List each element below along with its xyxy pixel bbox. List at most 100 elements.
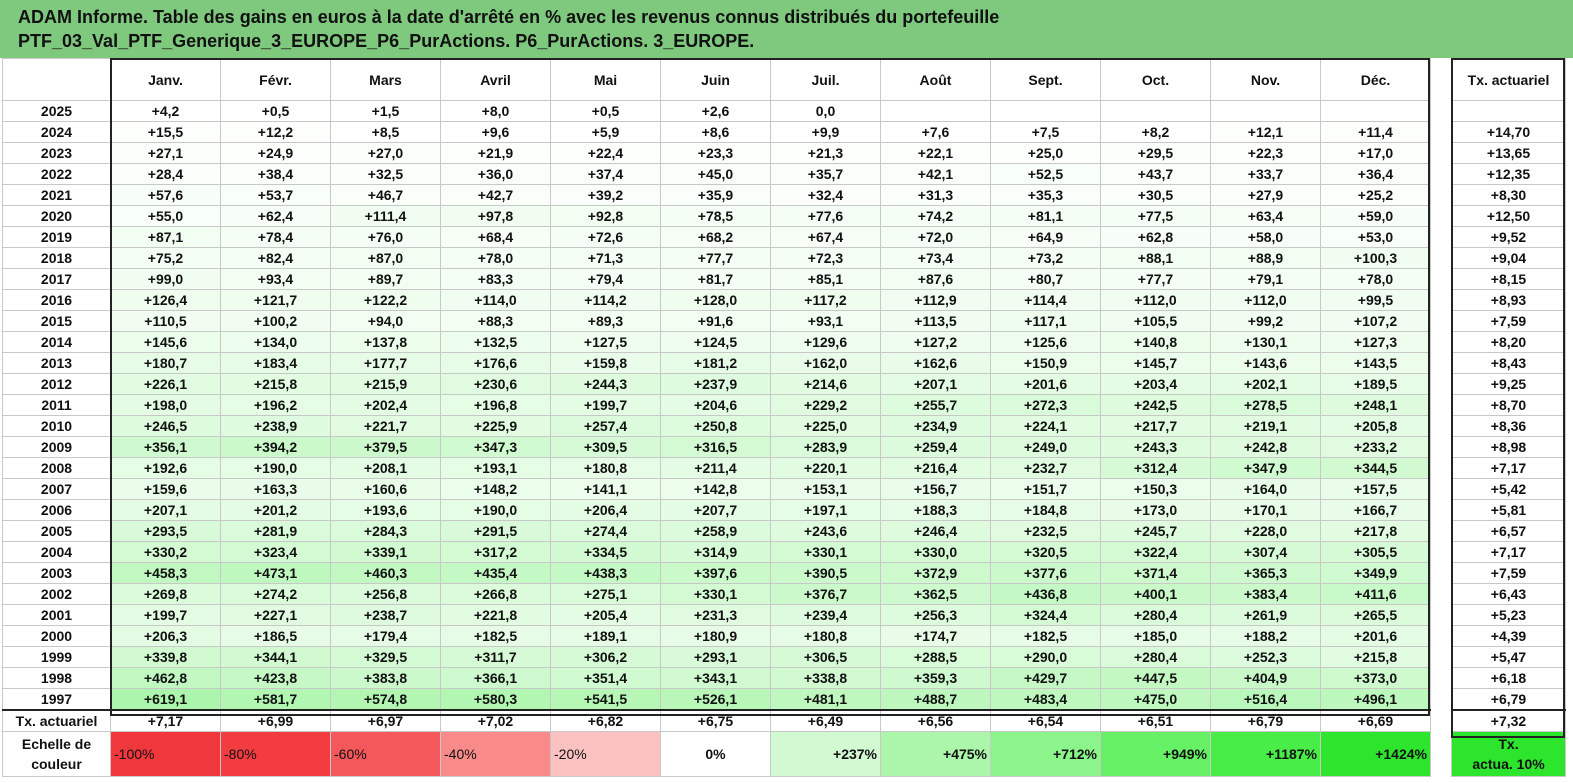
actuarial-cell: +5,23 — [1451, 604, 1566, 626]
report-title: ADAM Informe. Table des gains en euros à… — [0, 0, 1573, 58]
gain-cell: +32,5 — [330, 163, 441, 185]
gain-cell: +307,4 — [1210, 541, 1321, 563]
gain-cell: +347,3 — [440, 436, 551, 458]
totals-cell: +6,51 — [1100, 709, 1211, 732]
gain-cell: +64,9 — [990, 226, 1101, 248]
gain-cell: +33,7 — [1210, 163, 1321, 185]
gain-cell: +216,4 — [880, 457, 991, 479]
actuarial-cell: +7,59 — [1451, 562, 1566, 584]
gain-cell: +52,5 — [990, 163, 1101, 185]
actuarial-cell: +6,79 — [1451, 688, 1566, 711]
gain-cell: +458,3 — [110, 562, 221, 584]
gain-cell: +219,1 — [1210, 415, 1321, 437]
actuarial-header-row: Tx. actuariel — [1451, 58, 1566, 101]
gain-cell: +259,4 — [880, 436, 991, 458]
table-row: 2022 +28,4 +38,4 +32,5 +36,0 +37,4 +45,0 +35,7 +… — [2, 163, 1431, 185]
color-scale-cell: -80% — [220, 731, 331, 777]
gain-cell: +137,8 — [330, 331, 441, 353]
gain-cell: +376,7 — [770, 583, 881, 605]
gain-cell: +105,5 — [1100, 310, 1211, 332]
gain-cell: +230,6 — [440, 373, 551, 395]
table-row: 1997 +619,1 +581,7 +574,8 +580,3 +541,5 +526,1… — [2, 688, 1431, 711]
totals-cell: +6,49 — [770, 709, 881, 732]
gain-cell: +261,9 — [1210, 604, 1321, 626]
gain-cell: +306,5 — [770, 646, 881, 668]
gain-cell: +62,4 — [220, 205, 331, 227]
gain-cell: +278,5 — [1210, 394, 1321, 416]
gain-cell: +180,7 — [110, 352, 221, 374]
gain-cell: +201,2 — [220, 499, 331, 521]
gain-cell: +25,0 — [990, 142, 1101, 164]
gain-cell: +89,7 — [330, 268, 441, 290]
gain-cell: +343,1 — [660, 667, 771, 689]
gain-cell: +238,7 — [330, 604, 441, 626]
year-label: 2019 — [2, 226, 111, 248]
actuarial-cell: +12,50 — [1451, 205, 1566, 227]
gain-cell — [1320, 100, 1431, 122]
gain-cell: +42,1 — [880, 163, 991, 185]
gain-cell: +190,0 — [220, 457, 331, 479]
gain-cell: +125,6 — [990, 331, 1101, 353]
totals-cell: +6,97 — [330, 709, 441, 732]
gain-cell: +173,0 — [1100, 499, 1211, 521]
totals-cell: +6,54 — [990, 709, 1101, 732]
gain-cell: +30,5 — [1100, 184, 1211, 206]
gain-cell: +28,4 — [110, 163, 221, 185]
year-label: 2018 — [2, 247, 111, 269]
gain-cell: +1,5 — [330, 100, 441, 122]
gain-cell: +77,5 — [1100, 205, 1211, 227]
gain-cell: +31,3 — [880, 184, 991, 206]
year-label: 2006 — [2, 499, 111, 521]
gain-cell: +199,7 — [110, 604, 221, 626]
gain-cell: +272,3 — [990, 394, 1101, 416]
gain-cell: +189,1 — [550, 625, 661, 647]
side-scale-row: Tx. actua. 10% — [1451, 731, 1566, 777]
actuarial-cell: +14,70 — [1451, 121, 1566, 143]
gain-cell: +473,1 — [220, 562, 331, 584]
gain-cell: +35,9 — [660, 184, 771, 206]
totals-cell: +6,75 — [660, 709, 771, 732]
gain-cell: +224,1 — [990, 415, 1101, 437]
gain-cell: +283,9 — [770, 436, 881, 458]
gain-cell: +12,2 — [220, 121, 331, 143]
gain-cell: +435,4 — [440, 562, 551, 584]
gain-cell: +201,6 — [1320, 625, 1431, 647]
gain-cell: +252,3 — [1210, 646, 1321, 668]
gain-cell: +192,6 — [110, 457, 221, 479]
gain-cell: +242,8 — [1210, 436, 1321, 458]
gain-cell: +238,9 — [220, 415, 331, 437]
actuarial-cell: +6,57 — [1451, 520, 1566, 542]
gain-cell: +79,1 — [1210, 268, 1321, 290]
actuarial-cell: +9,52 — [1451, 226, 1566, 248]
table-row: 2020 +55,0 +62,4 +111,4 +97,8 +92,8 +78,5 +77,6… — [2, 205, 1431, 227]
gain-cell: +581,7 — [220, 688, 331, 711]
month-header: Déc. — [1320, 58, 1431, 101]
gain-cell: +162,0 — [770, 352, 881, 374]
table-row: 2013 +180,7 +183,4 +177,7 +176,6 +159,8 +181,2… — [2, 352, 1431, 374]
gain-cell: +356,1 — [110, 436, 221, 458]
gain-cell: +221,7 — [330, 415, 441, 437]
gain-cell: +124,5 — [660, 331, 771, 353]
color-scale-label-line2: couleur — [31, 756, 82, 772]
actuarial-cell: +12,35 — [1451, 163, 1566, 185]
year-label: 2023 — [2, 142, 111, 164]
month-header: Août — [880, 58, 991, 101]
color-scale-row: Echelle de couleur -100% -80% -60% -40% -20% 0%… — [2, 731, 1431, 777]
year-label: 1998 — [2, 667, 111, 689]
gain-cell: +248,1 — [1320, 394, 1431, 416]
gain-cell: +362,5 — [880, 583, 991, 605]
color-scale-cell: -100% — [110, 731, 221, 777]
gain-cell: +371,4 — [1100, 562, 1211, 584]
year-label: 2007 — [2, 478, 111, 500]
gain-cell: +160,6 — [330, 478, 441, 500]
actuarial-row: +8,15 — [1451, 268, 1566, 290]
gain-cell: +243,3 — [1100, 436, 1211, 458]
gain-cell: +284,3 — [330, 520, 441, 542]
gain-cell: +196,2 — [220, 394, 331, 416]
actuarial-cell: +8,70 — [1451, 394, 1566, 416]
gain-cell: +99,2 — [1210, 310, 1321, 332]
gain-cell: +159,8 — [550, 352, 661, 374]
gain-cell: +202,4 — [330, 394, 441, 416]
gain-cell: +68,2 — [660, 226, 771, 248]
table-row: 1998 +462,8 +423,8 +383,8 +366,1 +351,4 +343,1… — [2, 667, 1431, 689]
